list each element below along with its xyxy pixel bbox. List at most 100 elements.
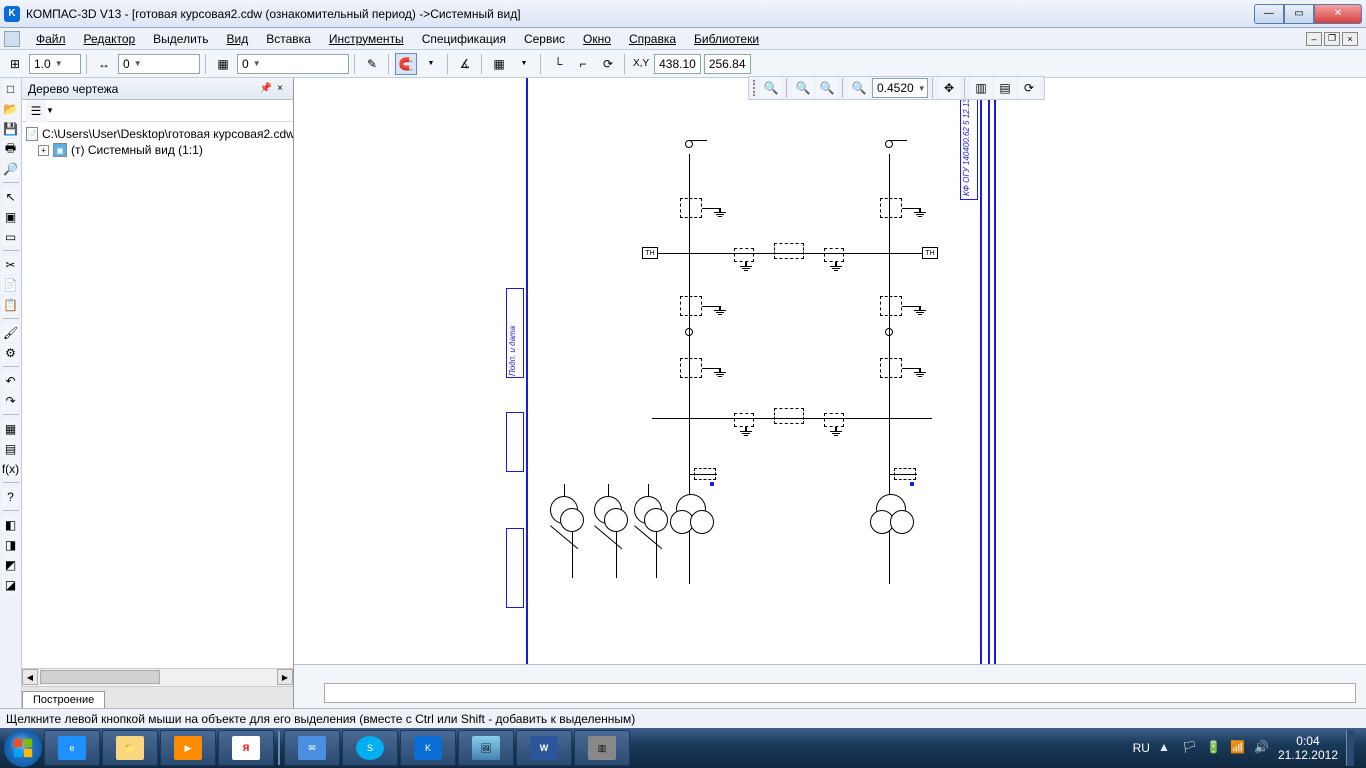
taskbar-word[interactable]: W — [516, 730, 572, 766]
menu-view[interactable]: Вид — [219, 30, 257, 48]
vcopy-icon[interactable]: 📄 — [2, 276, 20, 294]
perp-icon[interactable]: ⌐ — [572, 53, 594, 75]
menu-service[interactable]: Сервис — [516, 30, 573, 48]
menu-spec[interactable]: Спецификация — [414, 30, 514, 48]
menu-insert[interactable]: Вставка — [258, 30, 319, 48]
mdi-minimize-button[interactable]: – — [1306, 32, 1322, 46]
tool-btn-1[interactable]: ✎ — [361, 53, 383, 75]
menu-editor[interactable]: Редактор — [76, 30, 144, 48]
zoom-prev-icon[interactable]: 🔍 — [816, 77, 838, 99]
tree-expand-icon[interactable]: + — [38, 145, 49, 156]
vframe-icon[interactable]: ▭ — [2, 228, 20, 246]
scale-combo[interactable]: 1.0▼ — [29, 54, 81, 74]
vpreview-icon[interactable]: 🔎 — [2, 160, 20, 178]
style-combo[interactable]: 0▼ — [237, 54, 349, 74]
doc-icon[interactable] — [4, 31, 20, 47]
refresh-icon[interactable]: ⟳ — [1018, 77, 1040, 99]
layer-icon[interactable]: ▦ — [212, 53, 234, 75]
taskbar-yandex[interactable]: Я — [218, 730, 274, 766]
drawing-canvas[interactable]: Подп. и дата КФ ОГУ 140400.62 5 12.13 ТЗ… — [294, 78, 1366, 708]
taskbar-explorer[interactable]: 📁 — [102, 730, 158, 766]
magnet-icon[interactable]: 🧲 — [395, 53, 417, 75]
vundo-icon[interactable]: ↶ — [2, 372, 20, 390]
vcut-icon[interactable]: ✂ — [2, 256, 20, 274]
tree-view-icon[interactable]: ☰ — [26, 100, 46, 122]
start-button[interactable] — [4, 729, 42, 767]
taskbar-ie[interactable]: e — [44, 730, 100, 766]
mdi-close-button[interactable]: × — [1342, 32, 1358, 46]
zoom-window-icon[interactable]: 🔍 — [792, 77, 814, 99]
show-desktop-button[interactable] — [1346, 730, 1354, 766]
current-state-icon[interactable]: ⊞ — [4, 53, 26, 75]
taskbar-mail[interactable]: ✉ — [284, 730, 340, 766]
menu-window[interactable]: Окно — [575, 30, 619, 48]
tool-dd[interactable]: ▼ — [420, 53, 442, 75]
angle-icon[interactable]: ∡ — [454, 53, 476, 75]
scroll-left-icon[interactable]: ◀ — [22, 669, 38, 685]
vprint-icon[interactable]: 🖶 — [2, 140, 20, 158]
vbrush-icon[interactable]: 🖌 — [2, 324, 20, 342]
vsave-icon[interactable]: 💾 — [2, 120, 20, 138]
menu-file[interactable]: Файл — [28, 30, 74, 48]
tray-volume-icon[interactable]: 🔊 — [1254, 740, 1270, 756]
vopen-icon[interactable]: 📂 — [2, 100, 20, 118]
toolbar-grip[interactable] — [753, 80, 756, 96]
maximize-button[interactable]: ▭ — [1284, 4, 1314, 24]
menu-libs[interactable]: Библиотеки — [686, 30, 767, 48]
menu-tools[interactable]: Инструменты — [321, 30, 412, 48]
vnew-icon[interactable]: □ — [2, 80, 20, 98]
tree-body[interactable]: 📄 C:\Users\User\Desktop\готовая курсовая… — [22, 122, 293, 668]
tree-tab-build[interactable]: Построение — [22, 691, 105, 708]
zoom-fit-icon[interactable]: 🔍 — [848, 77, 870, 99]
vfx-icon[interactable]: f(x) — [2, 460, 20, 478]
mdi-restore-button[interactable]: ❐ — [1324, 32, 1340, 46]
tree-hscrollbar[interactable]: ◀ ▶ — [22, 668, 293, 686]
pan-icon[interactable]: ✥ — [938, 77, 960, 99]
tray-lang[interactable]: RU — [1133, 741, 1150, 755]
property-input[interactable] — [324, 683, 1356, 703]
tray-flag-icon[interactable]: 🏳 — [1182, 740, 1198, 756]
tree-close-icon[interactable]: × — [273, 83, 287, 94]
taskbar-pictures[interactable]: 🖼 — [458, 730, 514, 766]
step-combo[interactable]: 0▼ — [118, 54, 200, 74]
vtable-icon[interactable]: ▦ — [2, 420, 20, 438]
taskbar-app[interactable]: ▥ — [574, 730, 630, 766]
tray-network-icon[interactable]: 📶 — [1230, 740, 1246, 756]
tool-dd-2[interactable]: ▼ — [513, 53, 535, 75]
vprops-icon[interactable]: ⚙ — [2, 344, 20, 362]
vpaste-icon[interactable]: 📋 — [2, 296, 20, 314]
scroll-right-icon[interactable]: ▶ — [277, 669, 293, 685]
tree-pin-icon[interactable]: 📌 — [259, 83, 273, 94]
tree-file-row[interactable]: 📄 C:\Users\User\Desktop\готовая курсовая… — [24, 126, 291, 142]
vredo-icon[interactable]: ↷ — [2, 392, 20, 410]
scroll-thumb[interactable] — [40, 670, 160, 684]
tree-view-row[interactable]: + ▣ (т) Системный вид (1:1) — [24, 142, 291, 158]
vmode2-icon[interactable]: ◨ — [2, 536, 20, 554]
zoom-in-icon[interactable]: 🔍 — [760, 77, 782, 99]
vmode3-icon[interactable]: ◩ — [2, 556, 20, 574]
menu-select[interactable]: Выделить — [145, 30, 216, 48]
view2-icon[interactable]: ▤ — [994, 77, 1016, 99]
ortho-icon[interactable]: └ — [547, 53, 569, 75]
close-button[interactable]: ✕ — [1314, 4, 1362, 24]
vhelp-icon[interactable]: ? — [2, 488, 20, 506]
tray-battery-icon[interactable]: 🔋 — [1206, 740, 1222, 756]
tray-up-icon[interactable]: ▲ — [1158, 740, 1174, 756]
coord-y-field[interactable]: 256.84 — [704, 54, 751, 74]
round-icon[interactable]: ⟳ — [597, 53, 619, 75]
coord-x-field[interactable]: 438.10 — [654, 54, 701, 74]
taskbar-kompas[interactable]: K — [400, 730, 456, 766]
zoom-combo[interactable]: 0.4520▼ — [872, 78, 928, 98]
vspec-icon[interactable]: ▤ — [2, 440, 20, 458]
menu-help[interactable]: Справка — [621, 30, 684, 48]
tray-clock[interactable]: 0:04 21.12.2012 — [1278, 734, 1338, 763]
vgroup-icon[interactable]: ▣ — [2, 208, 20, 226]
taskbar-skype[interactable]: S — [342, 730, 398, 766]
vmode1-icon[interactable]: ◧ — [2, 516, 20, 534]
varrow-icon[interactable]: ↖ — [2, 188, 20, 206]
view1-icon[interactable]: ▥ — [970, 77, 992, 99]
step-icon[interactable]: ↔ — [93, 53, 115, 75]
vmode4-icon[interactable]: ◪ — [2, 576, 20, 594]
taskbar-media[interactable]: ▶ — [160, 730, 216, 766]
minimize-button[interactable]: — — [1254, 4, 1284, 24]
